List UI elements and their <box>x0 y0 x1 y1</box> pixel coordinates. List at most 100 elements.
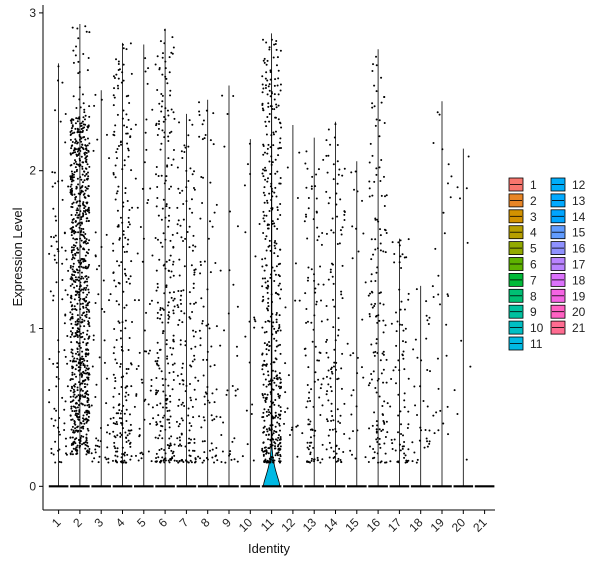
cell-point <box>164 378 167 381</box>
cell-point <box>137 459 140 462</box>
cell-point <box>336 143 339 146</box>
cell-point <box>80 140 83 143</box>
cell-point <box>197 379 200 382</box>
x-tick-label-14: 14 <box>321 515 341 535</box>
cell-point <box>198 329 201 332</box>
cell-point <box>58 417 61 420</box>
cell-point <box>82 228 85 231</box>
cell-point <box>83 404 86 407</box>
cell-point <box>306 446 309 449</box>
cell-point <box>325 448 328 451</box>
cell-point <box>161 56 164 59</box>
cell-point <box>165 205 168 208</box>
cell-point <box>264 378 267 381</box>
cell-point <box>121 168 124 171</box>
cell-point <box>123 250 126 253</box>
cell-point <box>191 173 194 176</box>
cell-point <box>233 458 236 461</box>
cell-point <box>330 229 333 232</box>
cell-point <box>160 110 163 113</box>
cell-point <box>135 393 138 396</box>
cell-point <box>71 387 74 390</box>
cell-point <box>83 386 86 389</box>
cell-point <box>201 138 204 141</box>
cell-point <box>327 369 330 372</box>
cell-point <box>278 324 281 327</box>
cell-point <box>313 273 315 276</box>
cell-point <box>275 106 278 109</box>
cell-point <box>266 199 269 202</box>
cell-point <box>176 166 179 169</box>
cell-point <box>154 360 157 363</box>
cell-point <box>262 232 265 235</box>
cell-point <box>204 133 207 136</box>
cell-point <box>188 429 191 432</box>
cell-point <box>351 225 354 228</box>
cell-point <box>86 144 89 147</box>
cell-point <box>115 192 118 195</box>
cell-point <box>199 272 202 275</box>
cell-point <box>56 362 59 365</box>
cell-point <box>356 372 359 375</box>
cell-point <box>87 451 90 454</box>
cell-point <box>83 366 86 369</box>
cell-point <box>69 400 72 403</box>
cell-point <box>336 182 339 185</box>
cell-point <box>136 206 139 209</box>
cell-point <box>200 426 203 429</box>
cell-point <box>75 340 78 343</box>
cell-point <box>74 290 77 293</box>
cell-point <box>275 195 278 198</box>
cell-point <box>72 179 75 182</box>
cell-point <box>127 147 130 150</box>
cell-point <box>262 153 265 156</box>
cell-point <box>75 45 78 48</box>
cell-point <box>273 430 276 433</box>
cell-point <box>394 366 397 369</box>
cell-point <box>83 281 86 284</box>
cell-point <box>82 116 85 119</box>
cell-point <box>313 460 316 463</box>
cell-point <box>315 300 318 303</box>
cell-point <box>125 132 128 135</box>
cell-point <box>147 403 150 406</box>
cell-point <box>118 68 121 71</box>
cell-point <box>61 198 64 201</box>
cell-point <box>276 206 279 209</box>
cell-point <box>71 132 74 135</box>
cell-point <box>188 382 191 385</box>
cell-point <box>274 78 277 81</box>
cell-point <box>310 459 313 462</box>
cell-point <box>161 207 164 210</box>
cell-point <box>273 337 276 340</box>
cell-point <box>70 251 73 254</box>
cell-point <box>329 377 332 380</box>
cell-point <box>168 71 171 74</box>
cell-point <box>202 416 205 419</box>
cell-point <box>269 70 272 73</box>
cell-point <box>341 297 344 300</box>
cell-point <box>263 459 266 462</box>
cell-point <box>86 360 89 363</box>
cell-point <box>78 261 81 264</box>
cell-point <box>84 232 87 235</box>
cell-point <box>185 384 188 387</box>
cell-point <box>273 84 276 87</box>
cell-point <box>128 223 131 226</box>
cell-point <box>105 402 108 405</box>
cell-point <box>263 419 266 422</box>
cell-point <box>78 291 81 294</box>
cell-point <box>125 250 128 253</box>
cell-point <box>277 436 280 439</box>
cell-point <box>164 67 167 70</box>
cell-point <box>88 325 91 328</box>
cell-point <box>184 445 187 448</box>
cell-point <box>76 386 79 389</box>
cell-point <box>53 258 56 261</box>
cell-point <box>131 320 134 323</box>
cell-point <box>305 186 308 189</box>
cell-point <box>82 288 85 291</box>
cell-point <box>264 166 267 169</box>
cell-point <box>72 256 75 259</box>
cell-point <box>134 177 137 180</box>
